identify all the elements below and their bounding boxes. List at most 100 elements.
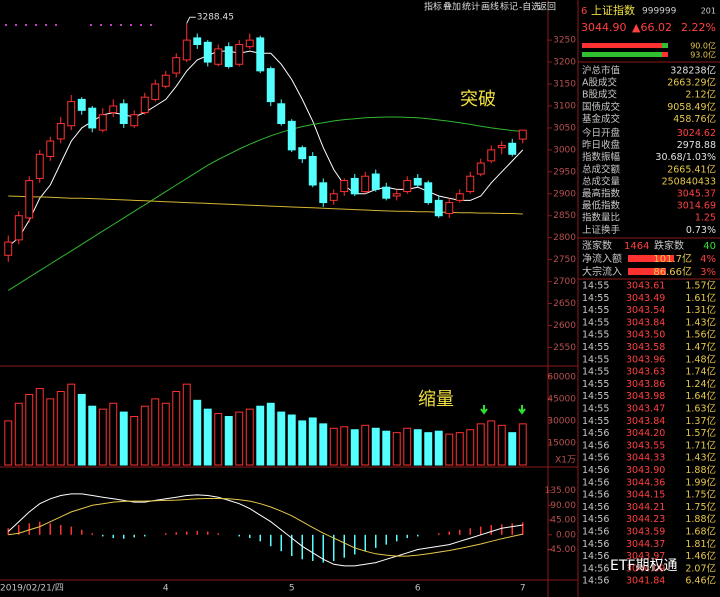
candle-body: [455, 193, 464, 201]
volume-bar: [56, 391, 65, 466]
tick-price: 3044.20: [626, 428, 665, 439]
volume-bar: [67, 383, 76, 466]
toolbar-button[interactable]: 画线: [481, 1, 499, 13]
tick-amount: 1.56亿: [685, 329, 716, 341]
tick-time: 14:55: [582, 416, 609, 427]
stat-value: 0.73%: [686, 225, 716, 236]
toolbar-button[interactable]: 标记: [500, 1, 518, 13]
candle-body: [340, 180, 349, 193]
candle-body: [319, 182, 328, 204]
volume-bar: [277, 411, 286, 466]
candle-body: [245, 39, 254, 48]
tick-amount: 1.61亿: [685, 292, 716, 304]
candle-body: [256, 37, 265, 72]
tick-amount: 1.88亿: [685, 464, 716, 476]
volume-bar: [455, 432, 464, 466]
candle-body: [151, 83, 160, 100]
tick-price: 3043.47: [626, 404, 665, 415]
candle-body: [109, 105, 118, 114]
volume-bar: [256, 405, 265, 466]
volume-bar: [392, 432, 401, 466]
y-tick-label: 2900: [553, 189, 576, 199]
candle-body: [434, 199, 443, 217]
volume-bar: [109, 402, 118, 466]
tick-price: 3043.98: [626, 391, 665, 402]
volume-bar: [245, 408, 254, 466]
candle-body: [140, 96, 149, 114]
candle-body: [266, 68, 275, 103]
tick-amount: 1.75亿: [685, 501, 716, 513]
candle-body: [497, 144, 506, 149]
line-series: [8, 116, 523, 291]
toolbar-button[interactable]: 叠加: [443, 2, 461, 13]
candle-body: [424, 182, 433, 204]
y-tick-label: 30000: [547, 416, 576, 426]
price: 3044.90: [581, 21, 627, 34]
tick-price: 3044.23: [626, 514, 665, 525]
x-tick-label: 7: [520, 584, 526, 594]
tick-amount: 1.37亿: [685, 415, 716, 427]
candle-body: [182, 39, 191, 61]
stat-value: 2663.29亿: [667, 77, 716, 89]
tick-time: 14:55: [582, 404, 609, 415]
line-series: [7, 50, 524, 247]
y-tick-label: 2950: [553, 167, 576, 177]
candle-body: [235, 44, 244, 65]
watermark: ETF期权通: [610, 558, 677, 574]
y-tick-label: 135.00: [545, 486, 577, 496]
tick-amount: 1.71亿: [685, 439, 716, 451]
candle-body: [67, 101, 76, 127]
volume-bar: [497, 424, 506, 466]
tick-price: 3043.54: [626, 305, 665, 316]
toolbar-button[interactable]: 返回: [538, 1, 556, 13]
volume-bar: [14, 402, 23, 466]
tick-price: 3043.50: [626, 330, 665, 341]
volume-bar: [98, 408, 107, 466]
volume-bar: [518, 423, 527, 466]
tick-price: 3043.96: [626, 354, 665, 365]
stat-label: 国债成交: [582, 101, 621, 113]
toolbar-button[interactable]: 统计: [462, 1, 480, 13]
volume-bar: [445, 433, 454, 466]
candle-body: [4, 241, 13, 256]
candle-body: [277, 103, 286, 125]
tick-time: 14:56: [582, 502, 609, 513]
stat-value: 3014.69: [677, 201, 716, 212]
candle-body: [287, 120, 296, 151]
volume-bar: [119, 411, 128, 466]
flow-pct: 4%: [700, 254, 716, 265]
volume-bar: [25, 393, 34, 466]
candle-body: [193, 37, 202, 46]
tick-time: 14:55: [582, 391, 609, 402]
y-tick-label: 60000: [547, 372, 576, 382]
candle-body: [508, 142, 517, 155]
tick-time: 14:56: [582, 490, 609, 501]
stat-label: 基金成交: [582, 113, 621, 125]
candle-body: [172, 57, 181, 74]
toolbar-button[interactable]: 指标: [424, 1, 442, 13]
volume-bar: [4, 420, 13, 466]
volume-bar: [77, 393, 86, 466]
tick-amount: 1.74亿: [685, 366, 716, 378]
tick-time: 14:56: [582, 527, 609, 538]
flow-pct: 3%: [700, 267, 716, 278]
unit-label: X1万: [555, 456, 576, 466]
y-tick-label: 3150: [553, 80, 576, 90]
tick-amount: 1.48亿: [685, 353, 716, 365]
volume-bar: [266, 402, 275, 466]
stat-value: 250840433: [662, 176, 716, 187]
flow-bar: [662, 43, 668, 48]
up-label: 涨家数: [582, 239, 612, 252]
y-tick-label: 2800: [553, 233, 576, 243]
tick-amount: 1.99亿: [685, 476, 716, 488]
header-extra: 201: [701, 7, 716, 16]
tick-time: 14:55: [582, 367, 609, 378]
tick-time: 14:56: [582, 477, 609, 488]
candle-body: [77, 98, 86, 111]
volume-bar: [287, 414, 296, 466]
toolbar-button[interactable]: -自选: [519, 1, 540, 13]
candle-body: [445, 202, 454, 215]
volume-bar: [350, 429, 359, 466]
code-prefix: 6: [581, 6, 587, 17]
